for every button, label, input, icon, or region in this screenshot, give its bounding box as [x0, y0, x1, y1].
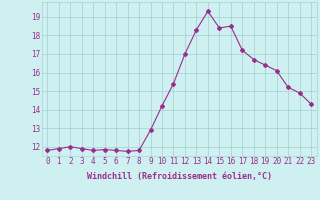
X-axis label: Windchill (Refroidissement éolien,°C): Windchill (Refroidissement éolien,°C) — [87, 172, 272, 181]
